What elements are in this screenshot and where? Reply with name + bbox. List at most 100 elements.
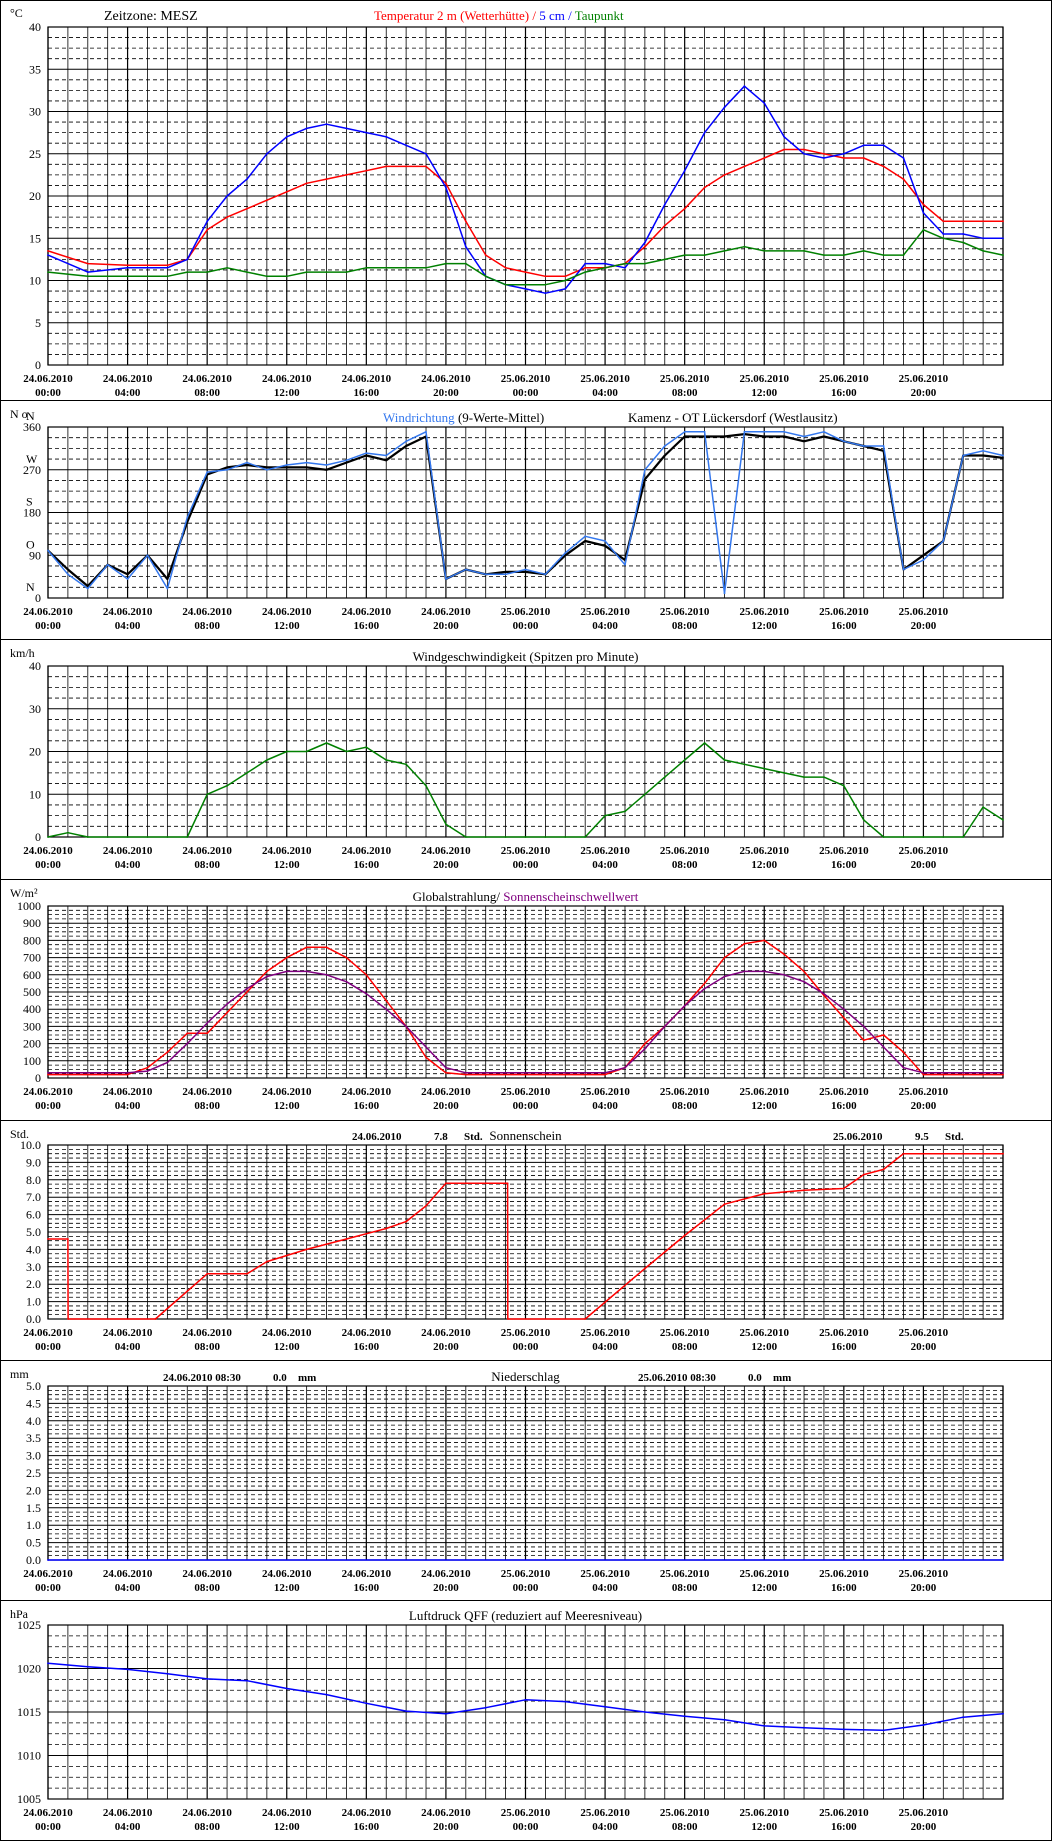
x-tick-date: 25.06.2010 xyxy=(819,1086,869,1098)
x-tick-date: 25.06.2010 xyxy=(660,1086,710,1098)
unit-label: mm xyxy=(10,1367,29,1381)
data-point-dewpoint xyxy=(882,254,885,256)
x-tick-date: 25.06.2010 xyxy=(899,1807,949,1819)
x-tick-time: 12:00 xyxy=(751,859,777,871)
x-tick-date: 24.06.2010 xyxy=(23,1807,73,1819)
data-point-wind_dir xyxy=(126,578,129,580)
data-point-dewpoint xyxy=(86,275,89,278)
data-point-wind_dir xyxy=(504,573,507,576)
data-point-sun_threshold xyxy=(166,1061,169,1064)
data-point-sun_threshold xyxy=(524,1071,527,1074)
data-point-temp_5cm xyxy=(226,195,229,197)
x-tick-time: 20:00 xyxy=(911,1821,937,1833)
x-tick-time: 00:00 xyxy=(513,1821,539,1833)
data-point-temp_5cm xyxy=(464,245,467,248)
data-point-temp_2m xyxy=(445,182,447,185)
x-tick-date: 24.06.2010 xyxy=(103,1327,153,1339)
day-total-unit: mm xyxy=(298,1372,316,1384)
data-point-sun_threshold xyxy=(663,1025,666,1028)
data-point-radiation xyxy=(524,1073,527,1076)
data-point-sunshine xyxy=(246,1272,248,1275)
data-point-radiation xyxy=(803,970,805,973)
data-point-wind_dir xyxy=(365,452,368,454)
data-point-sunshine xyxy=(47,1238,49,1240)
x-tick-time: 04:00 xyxy=(592,1341,618,1353)
x-tick-time: 12:00 xyxy=(751,1582,777,1594)
data-point-radiation xyxy=(1002,1073,1004,1076)
data-point-pressure xyxy=(683,1715,686,1718)
data-point-radiation xyxy=(445,1071,447,1074)
x-tick-time: 00:00 xyxy=(35,1821,61,1833)
y-tick-label: 1.5 xyxy=(26,1501,41,1515)
data-point-wind_speed xyxy=(683,759,686,761)
x-tick-time: 08:00 xyxy=(194,1582,220,1594)
data-point-wind_speed xyxy=(484,836,487,838)
data-point-wind_dir xyxy=(862,445,865,447)
chart-panel-temperature: 0 5 10 15 20 25 30 35 40 °C Zeitzone: MESZ Temperat… xyxy=(10,6,1004,399)
x-tick-date: 24.06.2010 xyxy=(342,373,392,385)
data-point-sun_threshold xyxy=(683,1004,686,1007)
data-point-temp_5cm xyxy=(803,152,805,155)
data-point-temp_5cm xyxy=(842,152,845,155)
data-point-sun_threshold xyxy=(902,1066,905,1069)
x-tick-date: 24.06.2010 xyxy=(262,1568,312,1580)
data-point-sun_threshold xyxy=(962,1071,965,1074)
data-point-radiation xyxy=(206,1032,209,1035)
y-tick-label: 9.0 xyxy=(26,1155,41,1169)
data-point-temp_2m xyxy=(86,262,89,265)
data-point-wind_speed xyxy=(464,836,467,838)
data-point-temp_2m xyxy=(504,266,507,269)
data-point-sunshine xyxy=(484,1182,487,1185)
x-tick-time: 20:00 xyxy=(911,620,937,632)
x-tick-date: 25.06.2010 xyxy=(501,1086,551,1098)
data-point-radiation xyxy=(345,956,348,959)
data-point-wind_speed xyxy=(365,746,368,749)
data-point-sunshine xyxy=(763,1192,766,1195)
data-point-dewpoint xyxy=(405,266,407,269)
data-point-wind_speed xyxy=(882,836,885,838)
timezone-label: Zeitzone: MESZ xyxy=(104,9,198,24)
x-tick-date: 25.06.2010 xyxy=(501,845,551,857)
data-point-wind_dir xyxy=(982,449,984,452)
data-point-wind_speed xyxy=(842,784,845,787)
data-point-sun_threshold xyxy=(842,1008,845,1011)
data-point-sun_threshold xyxy=(126,1071,129,1074)
x-tick-time: 20:00 xyxy=(911,859,937,871)
data-point-wind_speed xyxy=(266,759,268,761)
x-tick-time: 20:00 xyxy=(433,1582,459,1594)
data-point-wind_speed xyxy=(663,776,666,778)
data-point-radiation xyxy=(842,1016,845,1019)
x-tick-date: 25.06.2010 xyxy=(580,1568,630,1580)
data-point-wind_dir_avg xyxy=(365,454,368,457)
data-point-wind_dir_avg xyxy=(345,461,348,464)
x-tick-time: 00:00 xyxy=(35,1582,61,1594)
data-point-pressure xyxy=(246,1679,248,1682)
chart-title: Globalstrahlung/ Sonnenscheinschwellwert xyxy=(413,889,639,904)
x-tick-time: 00:00 xyxy=(513,1582,539,1594)
data-point-wind_dir xyxy=(524,568,527,571)
data-point-dewpoint xyxy=(266,275,268,278)
data-point-temp_2m xyxy=(246,207,248,210)
data-point-temp_5cm xyxy=(584,262,587,265)
x-tick-time: 12:00 xyxy=(274,1100,300,1112)
data-point-temp_2m xyxy=(524,271,527,273)
series-dewpoint xyxy=(47,229,1004,286)
data-point-wind_speed xyxy=(166,836,169,838)
data-point-temp_5cm xyxy=(663,203,666,206)
title-part: / xyxy=(565,8,572,23)
title-part: Luftdruck QFF (reduziert auf Meeresnivea… xyxy=(409,1608,642,1623)
data-point-temp_2m xyxy=(166,264,169,267)
x-tick-time: 20:00 xyxy=(433,1341,459,1353)
data-point-pressure xyxy=(842,1728,845,1731)
data-point-sunshine xyxy=(405,1220,407,1223)
data-point-sunshine xyxy=(206,1272,209,1275)
x-tick-date: 24.06.2010 xyxy=(103,373,153,385)
x-tick-time: 16:00 xyxy=(353,1100,379,1112)
day-total-date: 24.06.2010 xyxy=(352,1131,402,1143)
x-tick-date: 24.06.2010 xyxy=(262,373,312,385)
data-point-wind_dir_avg xyxy=(982,454,984,457)
data-point-wind_dir_avg xyxy=(763,435,766,438)
